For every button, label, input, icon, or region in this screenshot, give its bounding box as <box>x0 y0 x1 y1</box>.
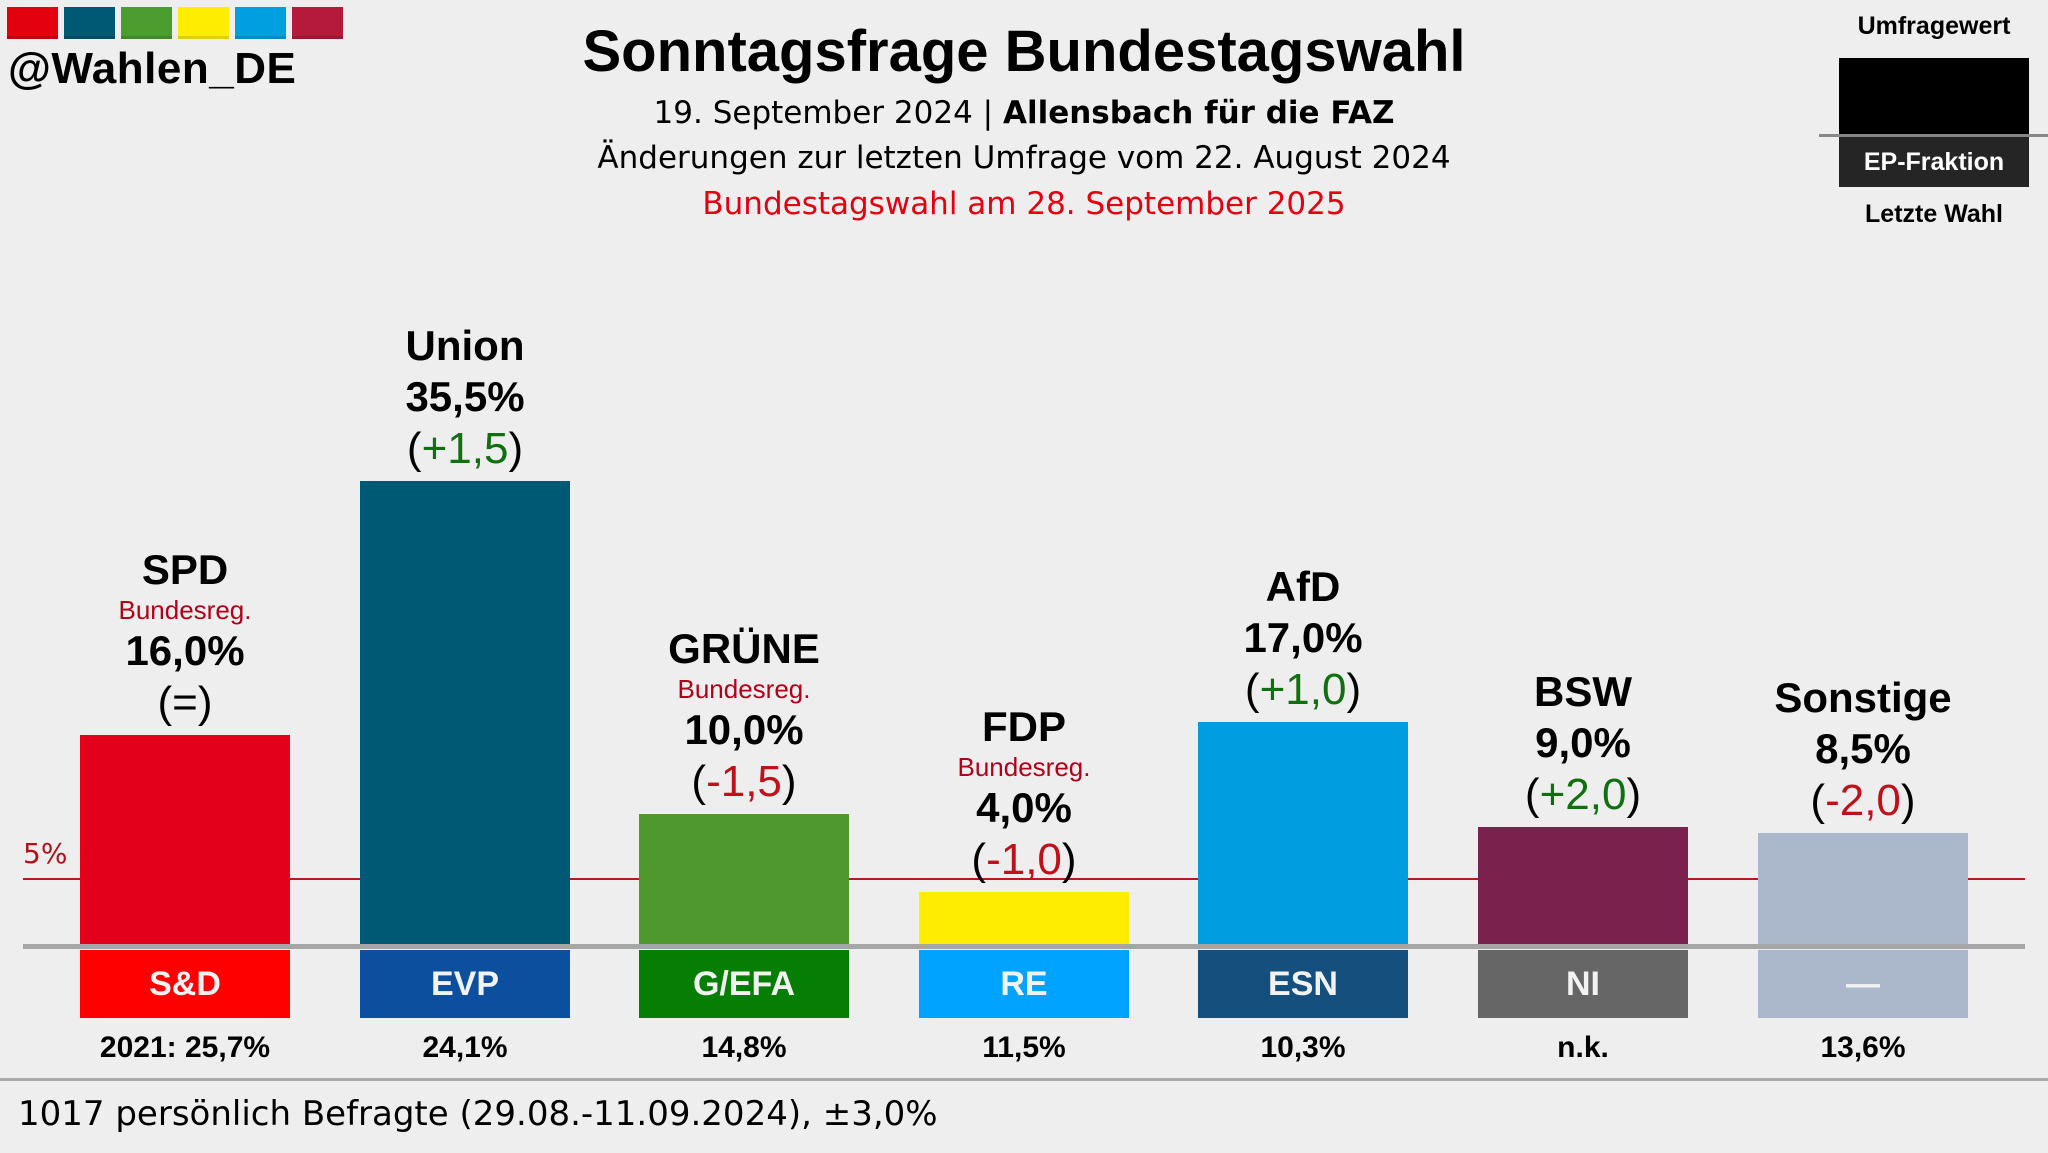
election-note: Bundestagswahl am 28. September 2025 <box>702 186 1346 222</box>
last-election-value: 11,5% <box>982 1031 1066 1064</box>
change-value: -1,5 <box>706 756 782 806</box>
legend-baseline <box>1819 134 2048 137</box>
change-value: = <box>172 678 198 728</box>
change-label: (-1,5) <box>604 756 884 808</box>
change-label: (-1,0) <box>884 834 1164 886</box>
ep-group-label: NI <box>1478 950 1688 1018</box>
legend-bar-swatch <box>1839 58 2029 135</box>
ep-group-label: G/EFA <box>639 950 849 1018</box>
change-label: (=) <box>45 677 325 729</box>
paren-open: ( <box>1244 665 1260 715</box>
paren-open: ( <box>971 834 987 884</box>
separator: | <box>972 95 1003 131</box>
party-name-label: GRÜNE <box>668 624 820 672</box>
value-label: 4,0% <box>976 783 1072 831</box>
change-value: +2,0 <box>1539 769 1627 819</box>
change-label: (+1,5) <box>325 423 605 475</box>
last-election-value: 10,3% <box>1260 1031 1346 1064</box>
legend-poll-value-label: Umfragewert <box>1857 12 2011 40</box>
paren-open: ( <box>406 423 422 473</box>
bar-label-group: AfD 17,0% (+1,0) <box>1163 562 1443 716</box>
change-value: +1,5 <box>421 423 509 473</box>
party-name-label: SPD <box>141 546 229 594</box>
change-label: (+2,0) <box>1443 769 1723 821</box>
bar-5 <box>1478 826 1688 944</box>
paren-close: ) <box>508 423 524 473</box>
ep-group-label: S&D <box>80 950 290 1018</box>
ep-group-label: EVP <box>360 950 570 1018</box>
legend-last-election-label: Letzte Wahl <box>1865 200 2003 228</box>
ep-group-label: RE <box>919 950 1129 1018</box>
bar-3 <box>919 891 1129 944</box>
government-tag: Bundesreg. <box>957 751 1091 782</box>
paren-close: ) <box>1346 665 1362 715</box>
footer-sample-info: 1017 persönlich Befragte (29.08.-11.09.2… <box>18 1094 938 1134</box>
paren-close: ) <box>1626 769 1642 819</box>
value-label: 35,5% <box>405 372 525 420</box>
last-election-value: 14,8% <box>701 1031 787 1064</box>
value-label: 9,0% <box>1535 718 1631 766</box>
paren-open: ( <box>691 756 707 806</box>
bar-label-group: SPD Bundesreg. 16,0% (=) <box>45 545 325 729</box>
last-election-value: n.k. <box>1557 1031 1609 1064</box>
change-label: (+1,0) <box>1163 664 1443 716</box>
government-tag: Bundesreg. <box>677 673 811 704</box>
logo-block <box>64 7 115 39</box>
poll-info: 19. September 2024 | Allensbach für die … <box>0 95 2048 131</box>
chart-baseline <box>23 944 2025 949</box>
value-label: 10,0% <box>684 705 804 753</box>
paren-open: ( <box>1810 776 1826 826</box>
government-tag: Bundesreg. <box>118 595 252 626</box>
change-value: +1,0 <box>1259 665 1347 715</box>
bar-label-group: BSW 9,0% (+2,0) <box>1443 667 1723 821</box>
party-name-label: AfD <box>1265 563 1341 611</box>
bar-label-group: FDP Bundesreg. 4,0% (-1,0) <box>884 702 1164 886</box>
threshold-line <box>23 877 2025 880</box>
party-name-label: BSW <box>1534 667 1632 715</box>
bar-label-group: GRÜNE Bundesreg. 10,0% (-1,5) <box>604 624 884 808</box>
value-label: 17,0% <box>1243 614 1363 662</box>
ep-group-label: — <box>1758 950 1968 1018</box>
logo-block <box>178 7 229 39</box>
paren-close: ) <box>1061 834 1077 884</box>
value-label: 16,0% <box>125 627 245 675</box>
changes-note: Änderungen zur letzten Umfrage vom 22. A… <box>597 140 1451 176</box>
logo-color-blocks <box>7 7 343 39</box>
bar-4 <box>1198 722 1408 944</box>
last-election-value: 24,1% <box>422 1031 508 1064</box>
change-label: (-2,0) <box>1723 775 2003 827</box>
logo-block <box>235 7 286 39</box>
bar-0 <box>80 735 290 944</box>
paren-close: ) <box>1900 776 1916 826</box>
brand-handle: @Wahlen_DE <box>8 44 297 93</box>
value-label: 8,5% <box>1815 725 1911 773</box>
chart-title: Sonntagsfrage Bundestagswahl <box>582 19 1466 84</box>
last-election-value: 13,6% <box>1820 1031 1906 1064</box>
bar-1 <box>360 480 570 944</box>
threshold-label: 5% <box>23 836 68 870</box>
party-name-label: Sonstige <box>1774 674 1952 722</box>
paren-open: ( <box>157 678 173 728</box>
footer-divider <box>0 1078 2048 1081</box>
logo-block <box>292 7 343 39</box>
bar-label-group: Sonstige 8,5% (-2,0) <box>1723 673 2003 827</box>
ep-group-label: ESN <box>1198 950 1408 1018</box>
poll-date: 19. September 2024 <box>653 95 973 131</box>
poll-institute: Allensbach für die FAZ <box>1002 95 1395 131</box>
change-value: -2,0 <box>1825 776 1901 826</box>
party-name-label: Union <box>405 321 525 369</box>
logo-block <box>7 7 58 39</box>
bar-2 <box>639 813 849 944</box>
bar-label-group: Union 35,5% (+1,5) <box>325 321 605 475</box>
last-election-value: 2021: 25,7% <box>99 1031 271 1064</box>
paren-close: ) <box>781 756 797 806</box>
paren-close: ) <box>197 678 213 728</box>
legend-ep-group-label: EP-Fraktion <box>1839 137 2029 187</box>
paren-open: ( <box>1524 769 1540 819</box>
change-value: -1,0 <box>986 834 1062 884</box>
party-name-label: FDP <box>982 702 1066 750</box>
bar-6 <box>1758 833 1968 944</box>
logo-block <box>121 7 172 39</box>
